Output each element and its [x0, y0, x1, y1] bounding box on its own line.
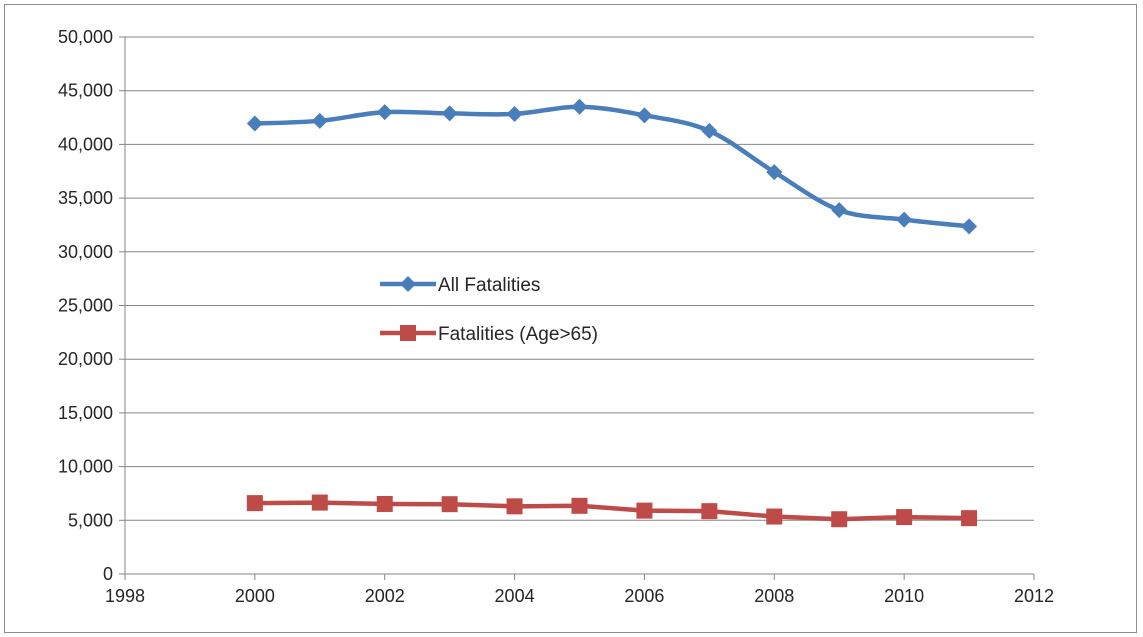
x-tick-labels: 1998 2000 2002 2004 2006 2008 2010 2012: [105, 586, 1054, 606]
data-point-all-fatalities: [766, 164, 783, 181]
y-tick-label: 30,000: [58, 242, 113, 262]
data-point-fatalities-age65: [701, 503, 718, 520]
x-tick-label: 2006: [624, 586, 664, 606]
data-point-all-fatalities: [896, 211, 913, 228]
y-tick-label: 45,000: [58, 81, 113, 101]
y-tick-label: 15,000: [58, 403, 113, 423]
y-tick-label: 20,000: [58, 349, 113, 369]
y-tick-label: 10,000: [58, 457, 113, 477]
legend-marker-all-fatalities: [400, 276, 416, 292]
y-tick-label: 5,000: [68, 510, 113, 530]
data-point-all-fatalities: [246, 115, 263, 132]
x-tick-label: 2008: [754, 586, 794, 606]
y-tick-label: 35,000: [58, 188, 113, 208]
x-tick-label: 2012: [1014, 586, 1054, 606]
data-point-fatalities-age65: [831, 511, 848, 528]
y-tick-labels: 0 5,000 10,000 15,000 20,000 25,000 30,000 35,0…: [58, 27, 113, 584]
data-point-all-fatalities: [311, 112, 328, 129]
data-point-all-fatalities: [961, 218, 978, 235]
series-line-all-fatalities: [252, 104, 972, 229]
data-point-all-fatalities: [506, 105, 523, 122]
data-point-all-fatalities: [636, 107, 653, 124]
data-point-fatalities-age65: [506, 498, 523, 515]
data-point-fatalities-age65: [246, 495, 263, 512]
x-tick-label: 2010: [884, 586, 924, 606]
y-tick-label: 25,000: [58, 296, 113, 316]
series-lines: [252, 104, 972, 522]
series-markers: [246, 98, 978, 528]
data-point-all-fatalities: [376, 104, 393, 121]
x-tick-label: 2000: [235, 586, 275, 606]
data-point-fatalities-age65: [961, 510, 978, 527]
x-tick-label: 2004: [495, 586, 535, 606]
gridlines: [125, 36, 1034, 521]
x-tick-label: 2002: [365, 586, 405, 606]
data-point-all-fatalities: [701, 122, 718, 139]
data-point-all-fatalities: [441, 105, 458, 122]
series-line-fatalities-age65: [252, 500, 972, 522]
data-point-fatalities-age65: [896, 509, 913, 526]
data-point-fatalities-age65: [441, 496, 458, 513]
y-tick-label: 0: [103, 564, 113, 584]
axes: [119, 36, 1035, 580]
data-point-fatalities-age65: [376, 495, 393, 512]
data-point-all-fatalities: [571, 98, 588, 115]
x-tick-label: 1998: [105, 586, 145, 606]
legend-label-fatalities-age65: Fatalities (Age>65): [438, 324, 598, 345]
data-point-fatalities-age65: [636, 502, 653, 519]
legend-label-all-fatalities: All Fatalities: [438, 275, 540, 296]
legend-marker-fatalities-age65: [400, 325, 416, 341]
data-point-fatalities-age65: [311, 494, 328, 511]
y-tick-label: 40,000: [58, 134, 113, 154]
data-point-fatalities-age65: [766, 508, 783, 525]
legend: All Fatalities Fatalities (Age>65): [380, 275, 598, 345]
y-tick-label: 50,000: [58, 27, 113, 47]
data-point-fatalities-age65: [571, 497, 588, 514]
data-point-all-fatalities: [831, 202, 848, 219]
